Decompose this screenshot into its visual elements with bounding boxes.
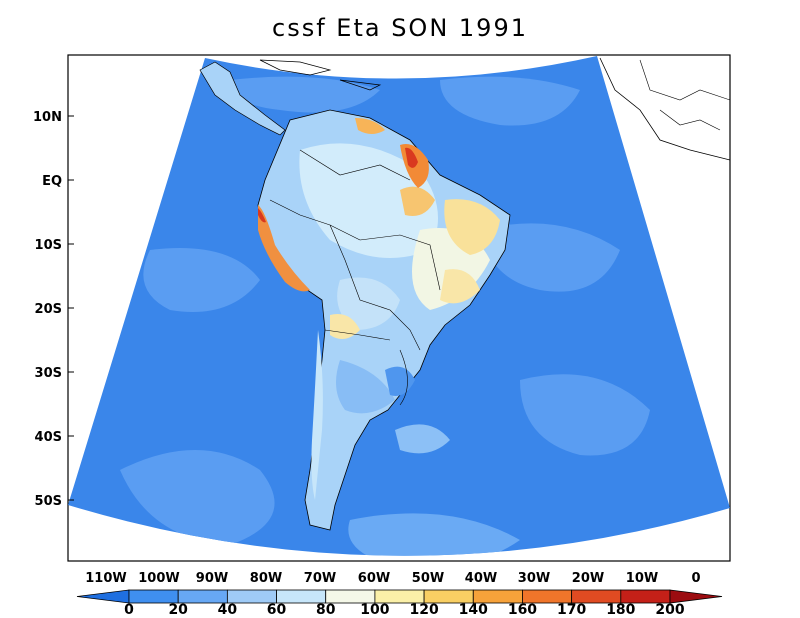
colorbar-label: 180 [606, 602, 635, 618]
lon-label: 80W [250, 571, 282, 586]
lon-label: 70W [304, 571, 336, 586]
colorbar-label: 120 [409, 602, 438, 618]
map-title: cssf Eta SON 1991 [272, 14, 528, 42]
colorbar-swatch [669, 589, 723, 604]
lat-label: 40S [35, 430, 62, 445]
colorbar-label: 170 [557, 602, 586, 618]
lon-label: 30W [518, 571, 550, 586]
colorbar-label: 20 [168, 602, 188, 618]
lon-label: 10W [626, 571, 658, 586]
colorbar-label: 80 [316, 602, 336, 618]
lat-label: EQ [42, 174, 62, 189]
lon-label: 0 [691, 571, 700, 586]
colorbar-label: 60 [267, 602, 287, 618]
south-america-landmass [257, 109, 511, 531]
africa-outline [599, 57, 731, 161]
lon-label: 90W [196, 571, 228, 586]
colorbar-label: 140 [459, 602, 488, 618]
colorbar: 0 20 40 60 80 100 120 140 160 170 180 200 [76, 589, 723, 618]
lon-label: 110W [85, 571, 126, 586]
colorbar-label: 160 [508, 602, 537, 618]
lat-label: 50S [35, 494, 62, 509]
lon-axis: 110W 100W 90W 80W 70W 60W 50W 40W 30W 20… [85, 571, 700, 586]
lat-label: 10S [35, 238, 62, 253]
lon-label: 50W [412, 571, 444, 586]
colorbar-swatch [76, 589, 130, 604]
lon-label: 40W [465, 571, 497, 586]
lat-label: 10N [33, 110, 62, 125]
colorbar-label: 100 [360, 602, 389, 618]
lon-label: 20W [572, 571, 604, 586]
lon-label: 60W [358, 571, 390, 586]
country-borders [269, 149, 441, 406]
lat-axis: 10N EQ 10S 20S 30S 40S 50S [33, 110, 74, 509]
colorbar-label: 40 [218, 602, 238, 618]
lon-label: 100W [138, 571, 179, 586]
colorbar-label: 0 [124, 602, 134, 618]
central-america [199, 59, 382, 136]
lat-label: 20S [35, 302, 62, 317]
lat-label: 30S [35, 366, 62, 381]
colorbar-label: 200 [655, 602, 684, 618]
